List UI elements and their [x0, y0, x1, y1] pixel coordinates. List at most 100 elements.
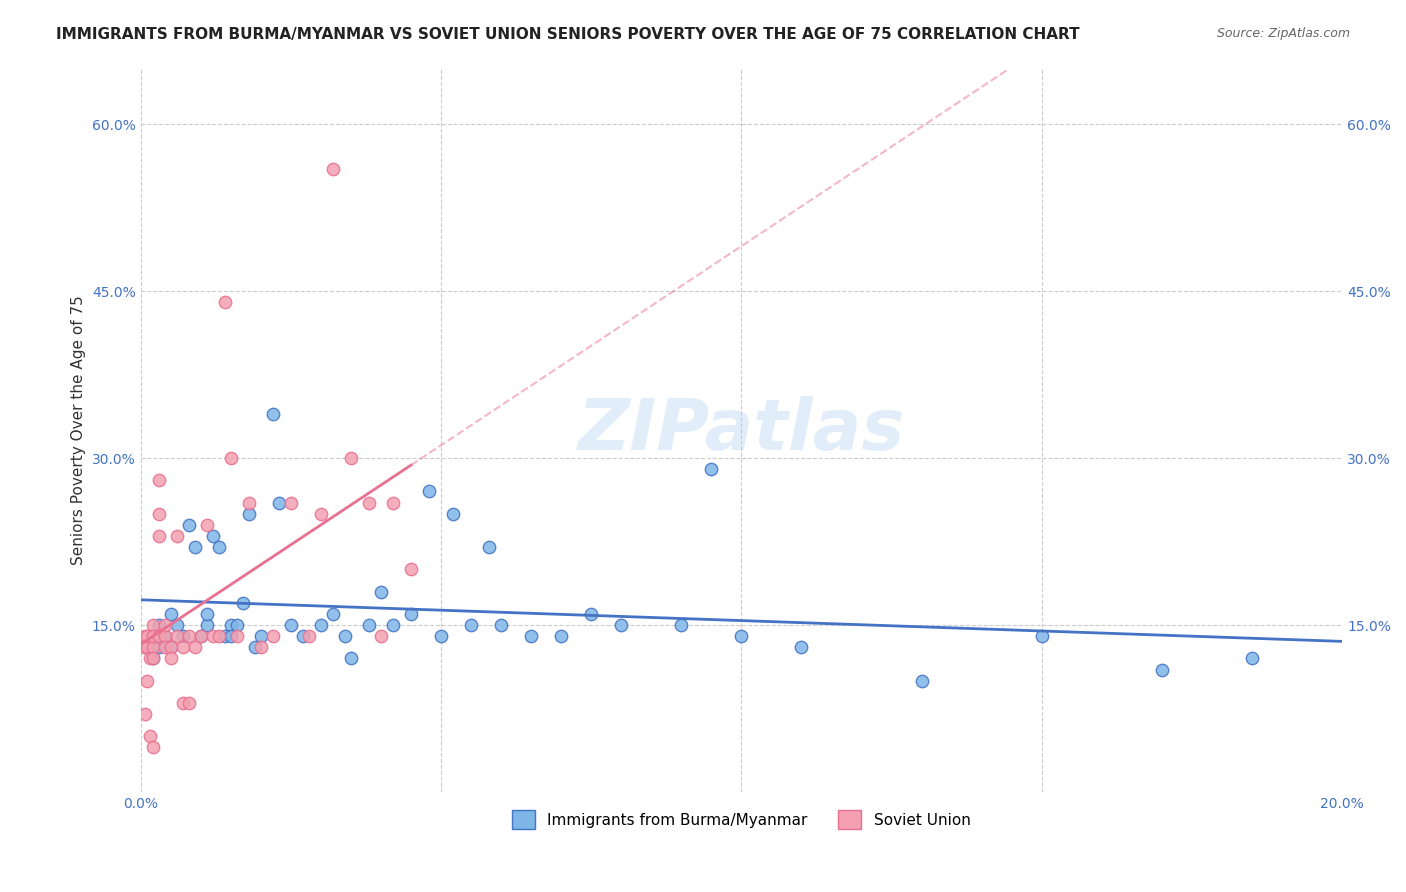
Soviet Union: [141, 618, 163, 632]
Immigrants from Burma/Myanmar: [730, 629, 752, 643]
Immigrants from Burma/Myanmar: [357, 618, 380, 632]
Immigrants from Burma/Myanmar: [243, 640, 266, 655]
Immigrants from Burma/Myanmar: [201, 529, 224, 543]
Immigrants from Burma/Myanmar: [183, 540, 205, 554]
Immigrants from Burma/Myanmar: [141, 629, 163, 643]
Soviet Union: [135, 640, 157, 655]
Soviet Union: [153, 629, 176, 643]
Text: Source: ZipAtlas.com: Source: ZipAtlas.com: [1216, 27, 1350, 40]
Immigrants from Burma/Myanmar: [190, 629, 212, 643]
Immigrants from Burma/Myanmar: [141, 651, 163, 665]
Soviet Union: [195, 517, 218, 532]
Soviet Union: [177, 696, 200, 710]
Immigrants from Burma/Myanmar: [911, 673, 934, 688]
Immigrants from Burma/Myanmar: [370, 584, 392, 599]
Soviet Union: [148, 473, 170, 487]
Immigrants from Burma/Myanmar: [309, 618, 332, 632]
Soviet Union: [148, 507, 170, 521]
Immigrants from Burma/Myanmar: [671, 618, 693, 632]
Immigrants from Burma/Myanmar: [195, 618, 218, 632]
Immigrants from Burma/Myanmar: [579, 607, 602, 621]
Immigrants from Burma/Myanmar: [441, 507, 464, 521]
Soviet Union: [135, 629, 157, 643]
Soviet Union: [138, 651, 160, 665]
Immigrants from Burma/Myanmar: [219, 618, 242, 632]
Immigrants from Burma/Myanmar: [1031, 629, 1053, 643]
Soviet Union: [159, 640, 181, 655]
Immigrants from Burma/Myanmar: [478, 540, 501, 554]
Immigrants from Burma/Myanmar: [177, 517, 200, 532]
Immigrants from Burma/Myanmar: [291, 629, 314, 643]
Immigrants from Burma/Myanmar: [399, 607, 422, 621]
Soviet Union: [214, 295, 236, 310]
Soviet Union: [138, 729, 160, 743]
Soviet Union: [280, 495, 302, 509]
Text: ZIPatlas: ZIPatlas: [578, 396, 905, 465]
Soviet Union: [153, 640, 176, 655]
Immigrants from Burma/Myanmar: [153, 629, 176, 643]
Immigrants from Burma/Myanmar: [148, 640, 170, 655]
Immigrants from Burma/Myanmar: [208, 540, 231, 554]
Soviet Union: [190, 629, 212, 643]
Soviet Union: [172, 640, 194, 655]
Immigrants from Burma/Myanmar: [333, 629, 356, 643]
Immigrants from Burma/Myanmar: [135, 640, 157, 655]
Immigrants from Burma/Myanmar: [550, 629, 572, 643]
Legend: Immigrants from Burma/Myanmar, Soviet Union: Immigrants from Burma/Myanmar, Soviet Un…: [506, 804, 977, 835]
Immigrants from Burma/Myanmar: [159, 607, 181, 621]
Soviet Union: [141, 651, 163, 665]
Soviet Union: [399, 562, 422, 576]
Immigrants from Burma/Myanmar: [1241, 651, 1264, 665]
Soviet Union: [166, 529, 188, 543]
Soviet Union: [249, 640, 271, 655]
Immigrants from Burma/Myanmar: [249, 629, 271, 643]
Soviet Union: [381, 495, 404, 509]
Soviet Union: [141, 640, 163, 655]
Immigrants from Burma/Myanmar: [430, 629, 453, 643]
Soviet Union: [134, 629, 156, 643]
Soviet Union: [262, 629, 284, 643]
Soviet Union: [298, 629, 321, 643]
Soviet Union: [132, 640, 155, 655]
Immigrants from Burma/Myanmar: [418, 484, 440, 499]
Immigrants from Burma/Myanmar: [489, 618, 512, 632]
Immigrants from Burma/Myanmar: [610, 618, 633, 632]
Soviet Union: [141, 629, 163, 643]
Immigrants from Burma/Myanmar: [219, 629, 242, 643]
Immigrants from Burma/Myanmar: [262, 407, 284, 421]
Soviet Union: [219, 451, 242, 466]
Immigrants from Burma/Myanmar: [460, 618, 482, 632]
Immigrants from Burma/Myanmar: [700, 462, 723, 476]
Soviet Union: [141, 740, 163, 755]
Soviet Union: [134, 707, 156, 722]
Soviet Union: [148, 529, 170, 543]
Soviet Union: [159, 651, 181, 665]
Soviet Union: [148, 629, 170, 643]
Soviet Union: [238, 495, 260, 509]
Immigrants from Burma/Myanmar: [232, 596, 254, 610]
Immigrants from Burma/Myanmar: [1150, 663, 1173, 677]
Immigrants from Burma/Myanmar: [159, 640, 181, 655]
Soviet Union: [208, 629, 231, 643]
Soviet Union: [340, 451, 363, 466]
Immigrants from Burma/Myanmar: [280, 618, 302, 632]
Soviet Union: [183, 640, 205, 655]
Soviet Union: [309, 507, 332, 521]
Immigrants from Burma/Myanmar: [267, 495, 290, 509]
Immigrants from Burma/Myanmar: [225, 618, 247, 632]
Immigrants from Burma/Myanmar: [195, 607, 218, 621]
Soviet Union: [135, 673, 157, 688]
Text: IMMIGRANTS FROM BURMA/MYANMAR VS SOVIET UNION SENIORS POVERTY OVER THE AGE OF 75: IMMIGRANTS FROM BURMA/MYANMAR VS SOVIET …: [56, 27, 1080, 42]
Soviet Union: [201, 629, 224, 643]
Immigrants from Burma/Myanmar: [172, 629, 194, 643]
Soviet Union: [153, 618, 176, 632]
Soviet Union: [172, 696, 194, 710]
Immigrants from Burma/Myanmar: [381, 618, 404, 632]
Immigrants from Burma/Myanmar: [238, 507, 260, 521]
Soviet Union: [357, 495, 380, 509]
Soviet Union: [177, 629, 200, 643]
Soviet Union: [322, 161, 344, 176]
Soviet Union: [370, 629, 392, 643]
Y-axis label: Seniors Poverty Over the Age of 75: Seniors Poverty Over the Age of 75: [72, 295, 86, 566]
Immigrants from Burma/Myanmar: [214, 629, 236, 643]
